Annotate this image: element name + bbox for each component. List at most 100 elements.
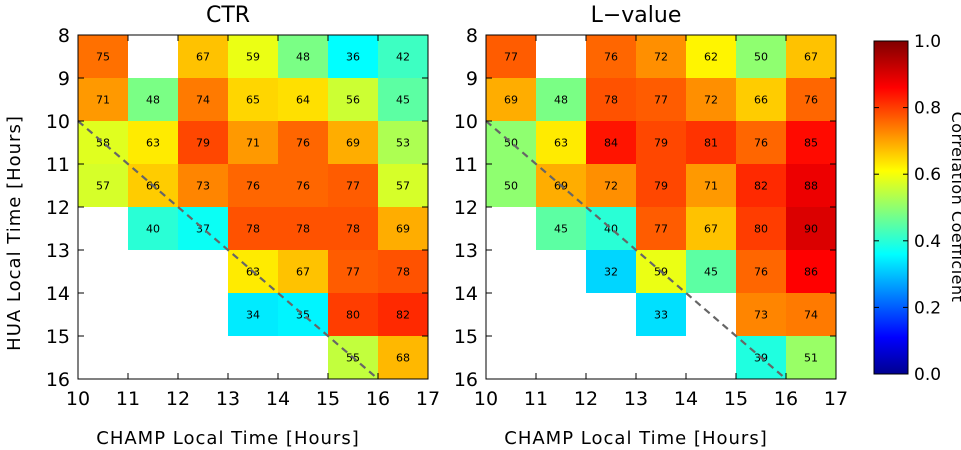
ctr-cell-label: 71 — [246, 137, 260, 150]
l-value-y-tick-label: 14 — [454, 283, 478, 305]
l-value-x-tick-label: 17 — [824, 388, 848, 410]
ctr-cell — [178, 78, 228, 121]
ctr-cell-label: 69 — [396, 223, 410, 236]
ctr-cell — [378, 164, 428, 207]
l-value-cell — [636, 121, 686, 164]
colorbar-label: Correlation Coefficient — [948, 112, 961, 303]
ctr-cell-label: 48 — [146, 94, 160, 107]
ctr-cell — [78, 164, 128, 207]
ctr-cell-label: 76 — [246, 180, 260, 193]
ctr-cell — [328, 293, 378, 336]
colorbar-tick-label: 0.0 — [914, 365, 941, 385]
ctr-cell-label: 67 — [196, 51, 210, 64]
ctr-cell-label: 57 — [396, 180, 410, 193]
ctr-y-tick-label: 14 — [46, 283, 70, 305]
l-value-cell-label: 62 — [704, 51, 718, 64]
l-value-y-tick-label: 15 — [454, 326, 478, 348]
ctr-cell-label: 63 — [146, 137, 160, 150]
ctr-cell-label: 76 — [296, 137, 310, 150]
ctr-cell-label: 34 — [246, 309, 260, 322]
l-value-cell — [586, 164, 636, 207]
ctr-cell — [228, 121, 278, 164]
l-value-cell — [786, 207, 836, 250]
l-value-cell-label: 86 — [804, 266, 818, 279]
ctr-cell — [228, 293, 278, 336]
ctr-cell — [278, 35, 328, 78]
ctr-y-tick-label: 9 — [58, 68, 70, 90]
l-value-cell — [536, 207, 586, 250]
ctr-cell — [128, 78, 178, 121]
colorbar-tick-label: 0.4 — [914, 232, 941, 252]
l-value-cell-label: 84 — [604, 137, 618, 150]
l-value-cells: 77 76 72 62 50 67 69 48 78 77 72 66 76 50 63 84 79 81 76 85… — [485, 35, 836, 380]
l-value-y-tick-label: 16 — [454, 369, 478, 391]
l-value-cell-label: 72 — [604, 180, 618, 193]
ctr-cell — [228, 164, 278, 207]
l-value-axis-ticks: 10 11 12 13 14 15 16 17 8 9 10 11 12 13 14 15 16 — [454, 25, 848, 410]
ctr-cell — [378, 121, 428, 164]
ctr-cell — [278, 164, 328, 207]
ctr-y-tick-label: 12 — [46, 197, 70, 219]
ctr-x-tick-label: 15 — [316, 388, 340, 410]
ctr-cell — [278, 78, 328, 121]
l-value-cell — [586, 121, 636, 164]
ctr-cell — [178, 164, 228, 207]
l-value-cell — [786, 164, 836, 207]
ctr-cell — [278, 121, 328, 164]
colorbar-ticks: 0.0 0.2 0.4 0.6 0.8 1.0 — [874, 32, 941, 385]
ctr-y-tick-label: 15 — [46, 326, 70, 348]
l-value-cell — [686, 250, 736, 293]
ctr-cell — [328, 250, 378, 293]
ctr-cell-label: 57 — [96, 180, 110, 193]
ctr-cell — [378, 35, 428, 78]
ctr-cell — [128, 207, 178, 250]
l-value-cell-label: 90 — [804, 223, 818, 236]
l-value-cell-label: 81 — [704, 137, 718, 150]
ctr-y-axis-label: HUA Local Time [Hours] — [4, 115, 25, 351]
ctr-cell-label: 36 — [346, 51, 360, 64]
l-value-panel-title: L−value — [591, 3, 682, 28]
ctr-cell-label: 68 — [396, 352, 410, 365]
ctr-cell-label: 64 — [296, 94, 310, 107]
l-value-cell-label: 76 — [804, 94, 818, 107]
ctr-y-tick-label: 16 — [46, 369, 70, 391]
ctr-cell-label: 79 — [196, 137, 210, 150]
ctr-cell-label: 42 — [396, 51, 410, 64]
l-value-cell — [636, 78, 686, 121]
l-value-cell-label: 50 — [754, 51, 768, 64]
l-value-cell-label: 69 — [504, 94, 518, 107]
l-value-cell — [736, 164, 786, 207]
ctr-cell-label: 78 — [296, 223, 310, 236]
ctr-cell — [378, 293, 428, 336]
l-value-plot-frame — [485, 34, 837, 380]
l-value-cell-label: 66 — [754, 94, 768, 107]
ctr-cell-label: 65 — [246, 94, 260, 107]
l-value-cell — [736, 121, 786, 164]
ctr-x-tick-label: 17 — [416, 388, 440, 410]
ctr-cell-label: 82 — [396, 309, 410, 322]
ctr-axis-ticks: 10 11 12 13 14 15 16 17 8 9 10 11 12 13 14 15 16 — [46, 25, 440, 410]
l-value-cell-label: 77 — [654, 94, 668, 107]
colorbar-tick-label: 0.8 — [914, 99, 941, 119]
l-value-cell-label: 80 — [754, 223, 768, 236]
ctr-cell — [378, 207, 428, 250]
ctr-cell-label: 48 — [296, 51, 310, 64]
ctr-cell — [278, 207, 328, 250]
l-value-cell — [586, 250, 636, 293]
l-value-cell — [486, 78, 536, 121]
ctr-cell — [178, 35, 228, 78]
ctr-y-tick-label: 8 — [58, 25, 70, 47]
ctr-cell-label: 45 — [396, 94, 410, 107]
l-value-cell — [486, 35, 536, 78]
l-value-cell-label: 77 — [504, 51, 518, 64]
ctr-cell-label: 78 — [396, 266, 410, 279]
l-value-x-tick-label: 11 — [524, 388, 548, 410]
l-value-x-tick-label: 10 — [474, 388, 498, 410]
l-value-cell — [736, 250, 786, 293]
l-value-cell-label: 51 — [804, 352, 818, 365]
colorbar: 0.0 0.2 0.4 0.6 0.8 1.0 Correlation Coefficie… — [873, 32, 961, 385]
l-value-cell — [786, 35, 836, 78]
ctr-plot-frame — [77, 34, 429, 380]
ctr-cell-label: 78 — [346, 223, 360, 236]
